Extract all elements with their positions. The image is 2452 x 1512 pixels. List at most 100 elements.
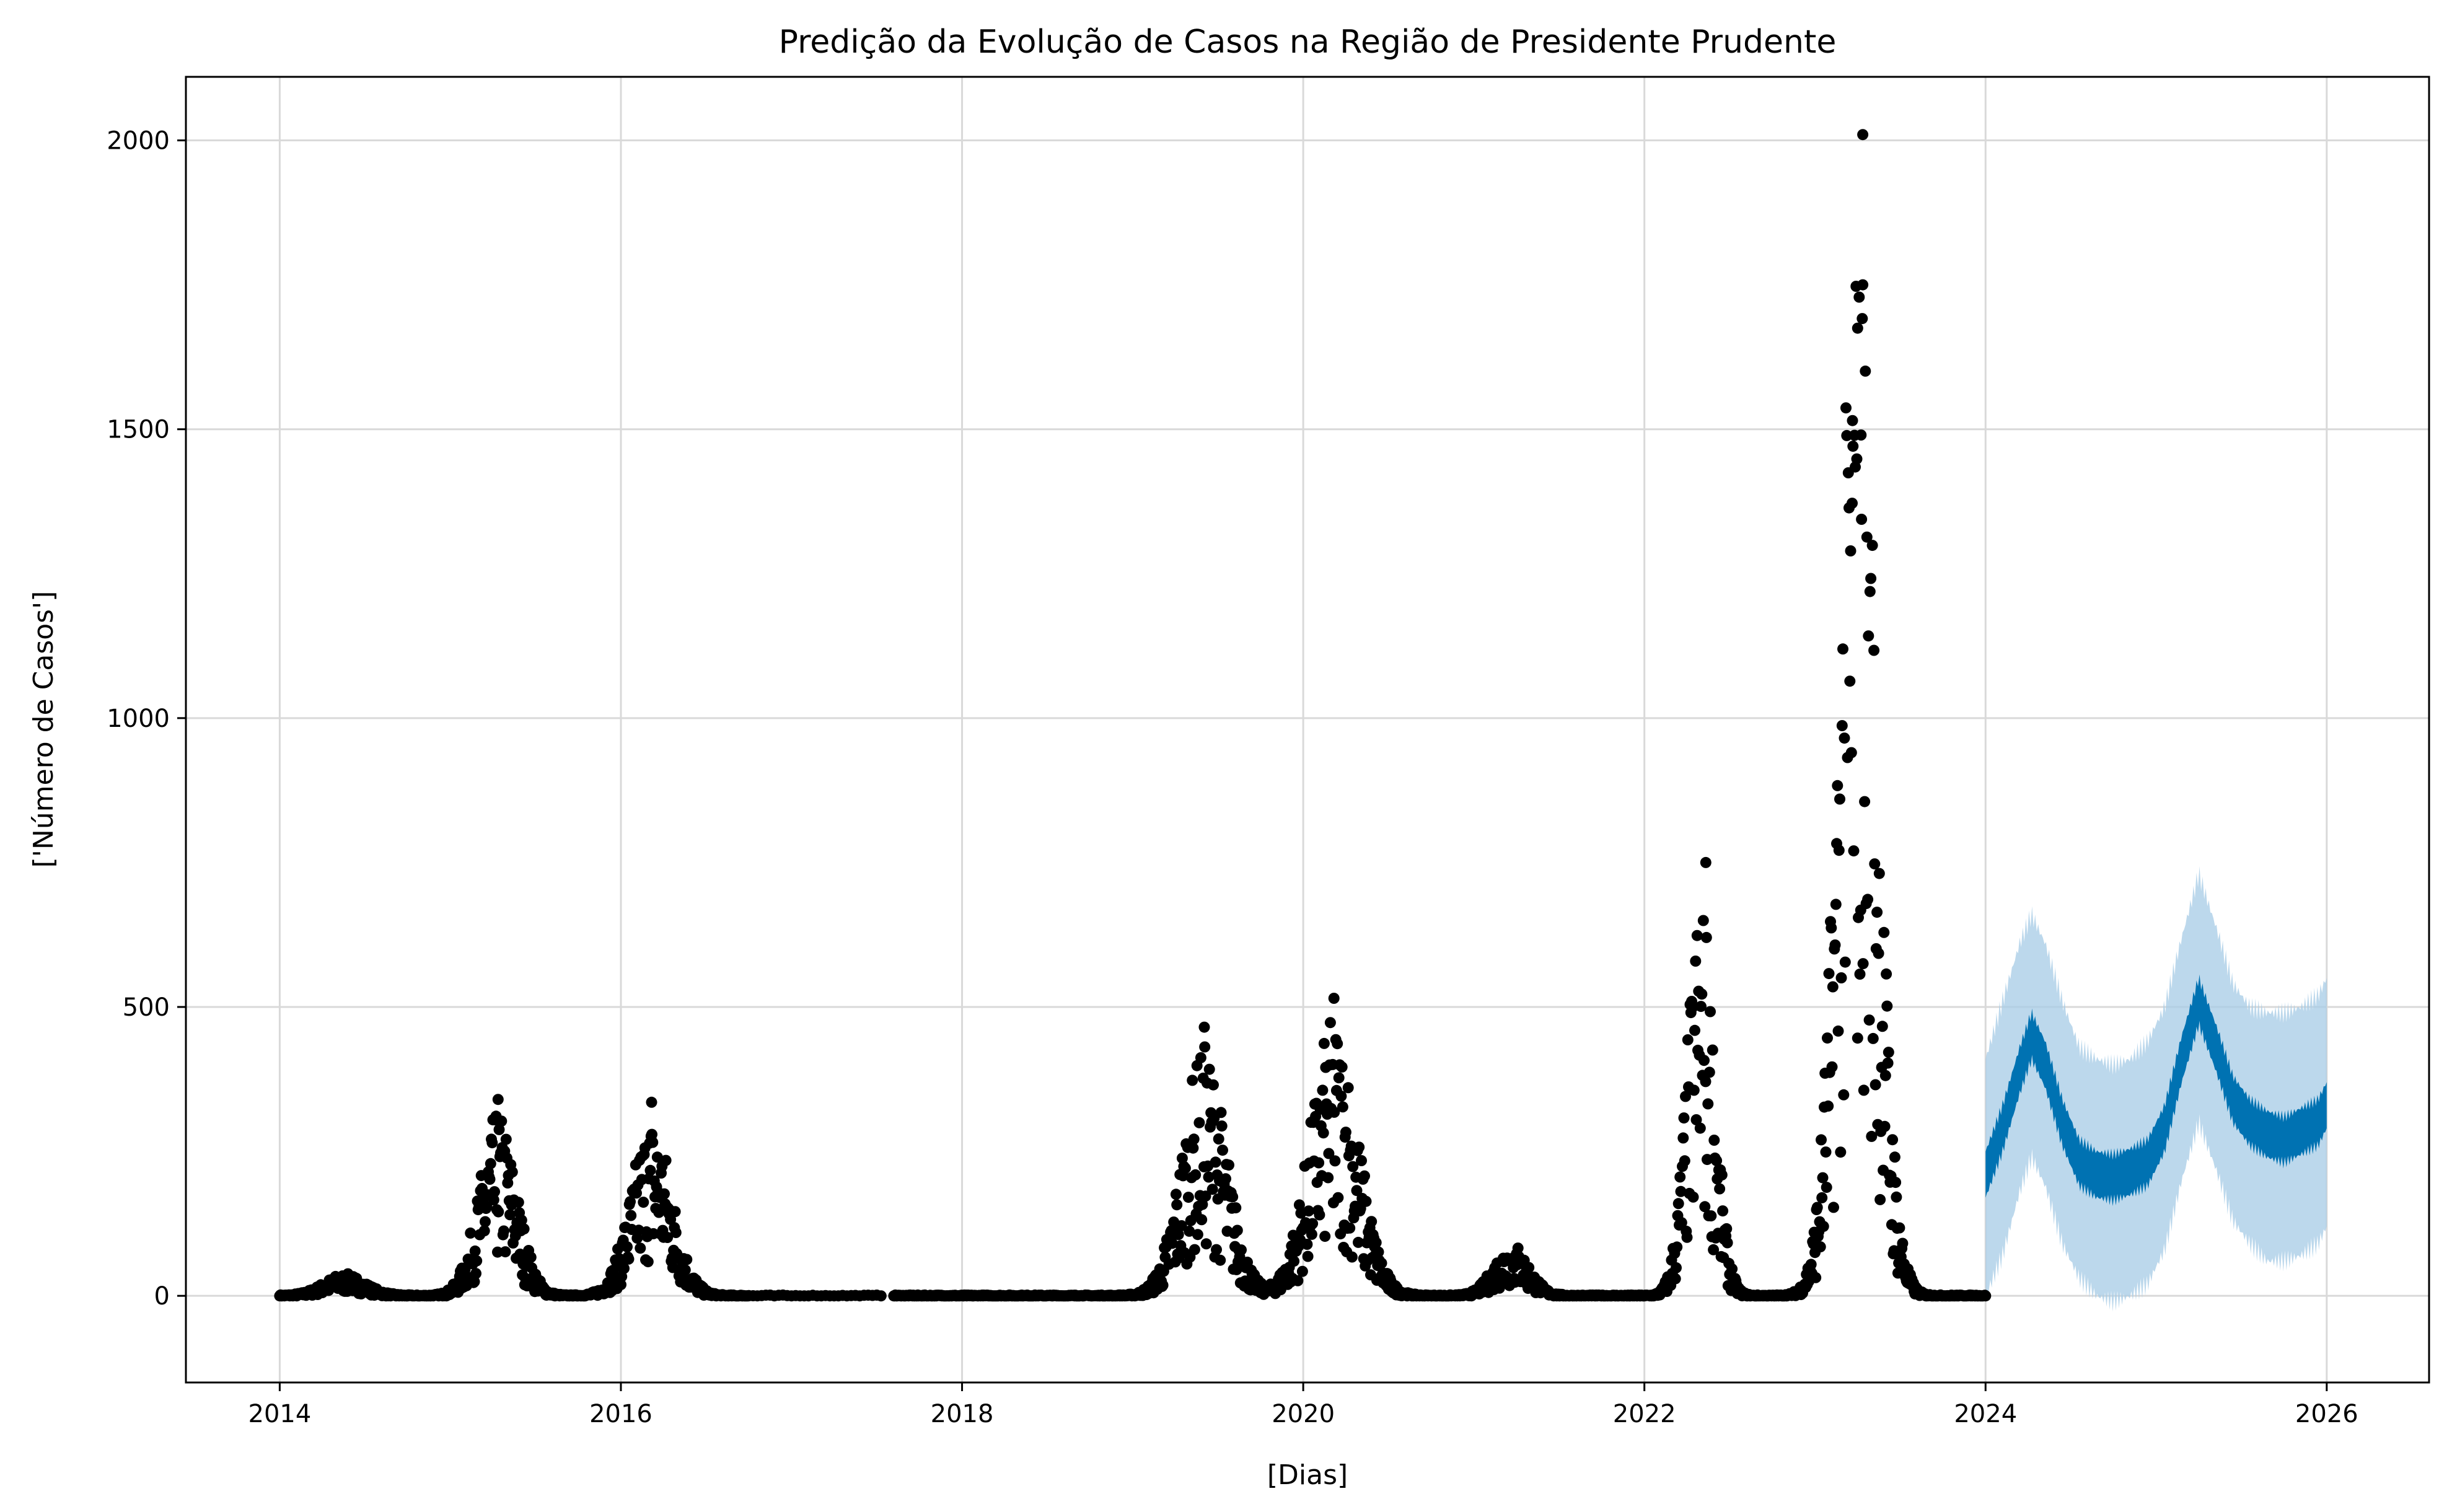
data-point [1332, 1192, 1344, 1203]
data-point [485, 1158, 496, 1169]
data-point [1319, 1231, 1331, 1242]
data-point [1690, 1114, 1702, 1125]
uncertainty-band-layer [1985, 866, 2327, 1312]
x-tick-label: 2022 [1613, 1400, 1676, 1428]
x-axis-ticks: 2014 2016 2018 2020 2022 2024 2026 [248, 1382, 2358, 1428]
data-point [875, 1290, 887, 1302]
data-point [1889, 1151, 1901, 1163]
data-point [1857, 313, 1868, 325]
y-tick-label: 1000 [107, 705, 170, 733]
data-point [1322, 1172, 1334, 1184]
data-point [1179, 1163, 1191, 1174]
data-point [1887, 1134, 1899, 1146]
data-point [1366, 1216, 1378, 1228]
data-point [1805, 1259, 1817, 1270]
data-point [1170, 1189, 1182, 1200]
data-point [1820, 1146, 1832, 1158]
data-point [1200, 1238, 1212, 1250]
data-point [1816, 1134, 1827, 1146]
data-point [1687, 1001, 1698, 1013]
data-point [1698, 1055, 1710, 1066]
data-point [1852, 322, 1863, 334]
data-point [1859, 796, 1871, 807]
data-point [1817, 1172, 1829, 1184]
data-point [662, 1232, 674, 1243]
data-point [642, 1256, 654, 1268]
data-point [1878, 926, 1890, 938]
data-point [1189, 1244, 1200, 1255]
data-point [1347, 1161, 1359, 1172]
data-point [1318, 1037, 1330, 1049]
data-point [1353, 1236, 1364, 1248]
y-axis-ticks: 0 500 1000 1500 2000 [107, 127, 186, 1311]
data-point [1171, 1199, 1183, 1211]
x-tick-label: 2024 [1954, 1400, 2017, 1428]
data-point [1708, 1244, 1720, 1255]
data-point [1680, 1091, 1691, 1102]
data-point [484, 1174, 496, 1185]
x-tick-label: 2020 [1272, 1400, 1335, 1428]
data-point [647, 1136, 659, 1148]
data-point [1834, 793, 1845, 805]
data-point [1890, 1177, 1902, 1189]
data-point [1335, 1090, 1347, 1102]
data-point [1302, 1250, 1314, 1262]
data-point [1853, 291, 1865, 303]
data-point [1882, 1057, 1894, 1069]
data-point [1217, 1145, 1228, 1156]
data-point [1869, 858, 1881, 870]
x-tick-label: 2016 [589, 1400, 653, 1428]
data-point [1845, 747, 1857, 758]
data-point [615, 1279, 626, 1291]
x-tick-label: 2014 [248, 1400, 312, 1428]
data-point [1166, 1237, 1178, 1249]
data-point [1687, 1191, 1699, 1203]
data-point [1376, 1257, 1387, 1269]
data-point [1829, 939, 1841, 951]
data-point [1830, 899, 1842, 910]
data-point [1328, 993, 1340, 1004]
data-point [470, 1268, 481, 1280]
forecast-layer [1985, 974, 2327, 1207]
observed-points-layer [274, 129, 1992, 1302]
data-point [1867, 1032, 1879, 1044]
data-point [1227, 1191, 1239, 1203]
data-point [506, 1166, 518, 1178]
data-point [1344, 1222, 1356, 1234]
data-point [1236, 1244, 1247, 1256]
data-point [1200, 1190, 1211, 1202]
data-point [1838, 1089, 1850, 1101]
data-point [1675, 1185, 1687, 1197]
data-point [1688, 1084, 1700, 1096]
data-point [493, 1123, 505, 1135]
data-point [481, 1200, 493, 1212]
data-point [1669, 1273, 1681, 1285]
data-point [1210, 1156, 1221, 1168]
data-point [1176, 1153, 1188, 1164]
data-point [1346, 1251, 1358, 1263]
data-point [1182, 1192, 1194, 1203]
data-point [1857, 958, 1869, 970]
x-tick-label: 2018 [931, 1400, 994, 1428]
data-point [1231, 1224, 1243, 1236]
data-point [1323, 1148, 1335, 1159]
data-point [493, 1206, 504, 1218]
data-point [1702, 1098, 1714, 1110]
data-point [1874, 1193, 1886, 1205]
data-point [1864, 586, 1876, 597]
data-point [1512, 1242, 1524, 1254]
data-point [1827, 981, 1839, 993]
data-point [1700, 931, 1712, 943]
data-point [1705, 1210, 1717, 1222]
data-point [1184, 1225, 1195, 1237]
data-point [1873, 947, 1884, 959]
data-point [525, 1251, 537, 1263]
data-point [1833, 845, 1845, 856]
data-point [1293, 1199, 1305, 1211]
data-point [1329, 1155, 1341, 1167]
data-point [1356, 1155, 1367, 1166]
data-point [1324, 1017, 1336, 1029]
data-point [1863, 1014, 1875, 1026]
data-point [1359, 1170, 1370, 1182]
